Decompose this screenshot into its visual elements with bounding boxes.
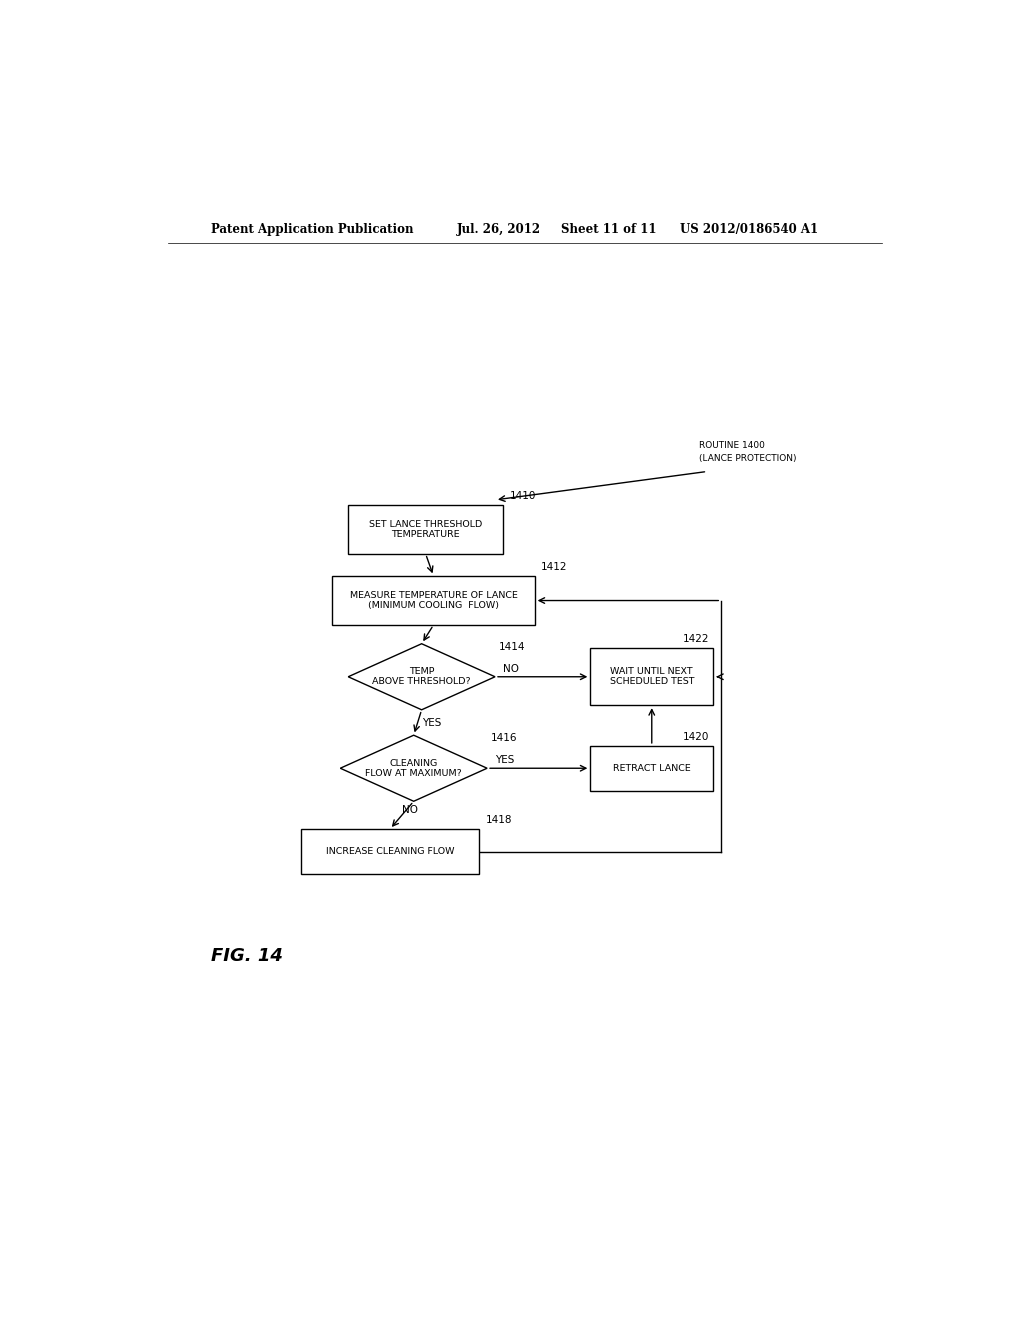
Text: 1418: 1418 bbox=[485, 816, 512, 825]
Text: RETRACT LANCE: RETRACT LANCE bbox=[613, 764, 690, 772]
Text: NO: NO bbox=[503, 664, 519, 673]
Text: (LANCE PROTECTION): (LANCE PROTECTION) bbox=[699, 454, 797, 463]
Text: TEMP
ABOVE THRESHOLD?: TEMP ABOVE THRESHOLD? bbox=[373, 667, 471, 686]
Text: INCREASE CLEANING FLOW: INCREASE CLEANING FLOW bbox=[326, 847, 454, 857]
Text: CLEANING
FLOW AT MAXIMUM?: CLEANING FLOW AT MAXIMUM? bbox=[366, 759, 462, 777]
Text: 1422: 1422 bbox=[683, 634, 710, 644]
Text: 1414: 1414 bbox=[499, 642, 525, 652]
FancyBboxPatch shape bbox=[333, 576, 535, 624]
Polygon shape bbox=[340, 735, 487, 801]
FancyBboxPatch shape bbox=[590, 648, 714, 705]
FancyBboxPatch shape bbox=[348, 506, 503, 554]
Text: 1410: 1410 bbox=[509, 491, 536, 500]
FancyBboxPatch shape bbox=[301, 829, 479, 874]
Text: YES: YES bbox=[422, 718, 441, 727]
Text: 1416: 1416 bbox=[492, 734, 517, 743]
Text: NO: NO bbox=[401, 805, 418, 816]
Text: Patent Application Publication: Patent Application Publication bbox=[211, 223, 414, 236]
FancyBboxPatch shape bbox=[590, 746, 714, 791]
Polygon shape bbox=[348, 644, 495, 710]
Text: ROUTINE 1400: ROUTINE 1400 bbox=[699, 441, 765, 450]
Text: Sheet 11 of 11: Sheet 11 of 11 bbox=[560, 223, 656, 236]
Text: MEASURE TEMPERATURE OF LANCE
(MINIMUM COOLING  FLOW): MEASURE TEMPERATURE OF LANCE (MINIMUM CO… bbox=[349, 591, 517, 610]
Text: US 2012/0186540 A1: US 2012/0186540 A1 bbox=[680, 223, 818, 236]
Text: FIG. 14: FIG. 14 bbox=[211, 948, 284, 965]
Text: 1420: 1420 bbox=[683, 731, 710, 742]
Text: 1412: 1412 bbox=[541, 562, 567, 572]
Text: WAIT UNTIL NEXT
SCHEDULED TEST: WAIT UNTIL NEXT SCHEDULED TEST bbox=[609, 667, 694, 686]
Text: Jul. 26, 2012: Jul. 26, 2012 bbox=[458, 223, 542, 236]
Text: YES: YES bbox=[495, 755, 514, 766]
Text: SET LANCE THRESHOLD
TEMPERATURE: SET LANCE THRESHOLD TEMPERATURE bbox=[369, 520, 482, 539]
